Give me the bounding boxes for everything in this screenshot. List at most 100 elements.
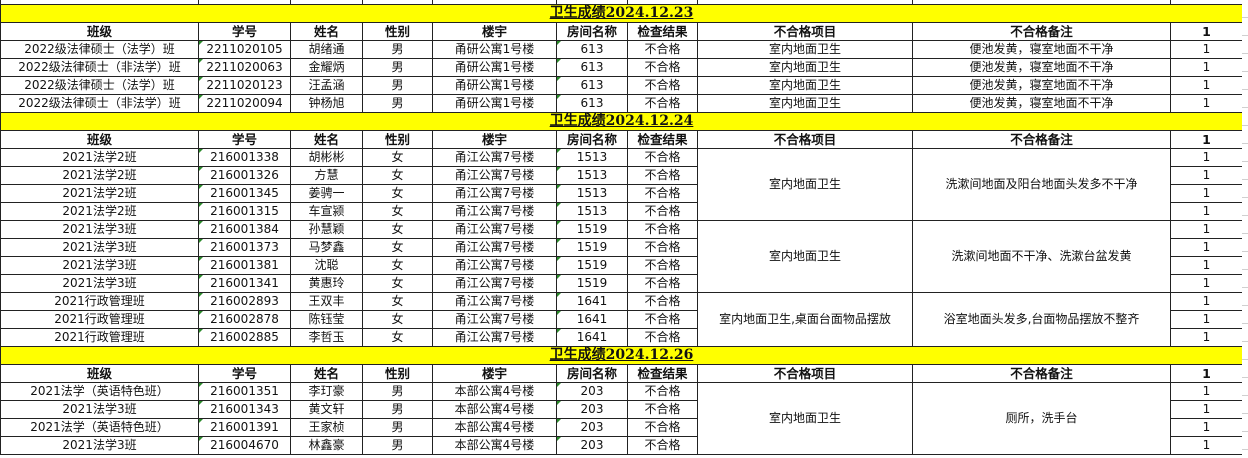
count-cell[interactable]: 1	[1170, 400, 1243, 419]
failed-remark-cell[interactable]: 洗漱间地面及阳台地面头发多不干净	[912, 148, 1171, 221]
room-cell[interactable]: 1513	[556, 148, 628, 167]
building-cell[interactable]: 甬江公寓7号楼	[432, 166, 557, 185]
room-cell[interactable]: 613	[556, 40, 628, 59]
header-class[interactable]: 班级	[0, 364, 199, 383]
failed-item-cell[interactable]: 室内地面卫生	[697, 94, 913, 113]
building-cell[interactable]: 甬江公寓7号楼	[432, 148, 557, 167]
building-cell[interactable]: 甬江公寓7号楼	[432, 256, 557, 275]
result-cell[interactable]: 不合格	[627, 40, 698, 59]
student-id-cell[interactable]: 216001338	[198, 148, 291, 167]
count-cell[interactable]: 1	[1170, 184, 1243, 203]
room-cell[interactable]: 1513	[556, 166, 628, 185]
building-cell[interactable]: 甬研公寓1号楼	[432, 40, 557, 59]
header-gender[interactable]: 性别	[362, 22, 433, 41]
header-room[interactable]: 房间名称	[556, 364, 628, 383]
count-cell[interactable]: 1	[1170, 418, 1243, 437]
result-cell[interactable]: 不合格	[627, 328, 698, 347]
building-cell[interactable]: 甬江公寓7号楼	[432, 238, 557, 257]
header-room[interactable]: 房间名称	[556, 130, 628, 149]
class-cell[interactable]: 2022级法律硕士（法学）班	[0, 76, 199, 95]
name-cell[interactable]: 方慧	[290, 166, 363, 185]
room-cell[interactable]: 1519	[556, 220, 628, 239]
result-cell[interactable]: 不合格	[627, 292, 698, 311]
count-cell[interactable]: 1	[1170, 274, 1243, 293]
header-failed-item[interactable]: 不合格项目	[697, 364, 913, 383]
building-cell[interactable]: 甬研公寓1号楼	[432, 58, 557, 77]
name-cell[interactable]: 车宣颍	[290, 202, 363, 221]
building-cell[interactable]: 本部公寓4号楼	[432, 382, 557, 401]
room-cell[interactable]: 613	[556, 94, 628, 113]
gender-cell[interactable]: 女	[362, 202, 433, 221]
room-cell[interactable]: 1513	[556, 202, 628, 221]
gender-cell[interactable]: 男	[362, 58, 433, 77]
room-cell[interactable]: 1513	[556, 184, 628, 203]
class-cell[interactable]: 2021法学3班	[0, 220, 199, 239]
name-cell[interactable]: 胡绪通	[290, 40, 363, 59]
header-student-id[interactable]: 学号	[198, 364, 291, 383]
name-cell[interactable]: 李玎豪	[290, 382, 363, 401]
header-result[interactable]: 检查结果	[627, 22, 698, 41]
name-cell[interactable]: 汪孟涵	[290, 76, 363, 95]
header-failed-remark[interactable]: 不合格备注	[912, 130, 1171, 149]
count-cell[interactable]: 1	[1170, 328, 1243, 347]
result-cell[interactable]: 不合格	[627, 256, 698, 275]
failed-item-cell[interactable]: 室内地面卫生	[697, 220, 913, 293]
section-title[interactable]: 卫生成绩2024.12.23	[0, 4, 1243, 23]
student-id-cell[interactable]: 216001391	[198, 418, 291, 437]
name-cell[interactable]: 孙慧颖	[290, 220, 363, 239]
building-cell[interactable]: 甬江公寓7号楼	[432, 202, 557, 221]
result-cell[interactable]: 不合格	[627, 436, 698, 455]
gender-cell[interactable]: 男	[362, 436, 433, 455]
failed-remark-cell[interactable]: 浴室地面头发多,台面物品摆放不整齐	[912, 292, 1171, 347]
count-cell[interactable]: 1	[1170, 310, 1243, 329]
class-cell[interactable]: 2021法学3班	[0, 274, 199, 293]
class-cell[interactable]: 2021法学2班	[0, 202, 199, 221]
count-cell[interactable]: 1	[1170, 256, 1243, 275]
class-cell[interactable]: 2021法学2班	[0, 166, 199, 185]
header-failed-item[interactable]: 不合格项目	[697, 22, 913, 41]
room-cell[interactable]: 1641	[556, 310, 628, 329]
result-cell[interactable]: 不合格	[627, 94, 698, 113]
room-cell[interactable]: 1519	[556, 238, 628, 257]
header-room[interactable]: 房间名称	[556, 22, 628, 41]
gender-cell[interactable]: 男	[362, 418, 433, 437]
student-id-cell[interactable]: 216001341	[198, 274, 291, 293]
result-cell[interactable]: 不合格	[627, 148, 698, 167]
header-name[interactable]: 姓名	[290, 130, 363, 149]
class-cell[interactable]: 2021法学2班	[0, 184, 199, 203]
result-cell[interactable]: 不合格	[627, 274, 698, 293]
student-id-cell[interactable]: 216001345	[198, 184, 291, 203]
building-cell[interactable]: 甬江公寓7号楼	[432, 328, 557, 347]
failed-remark-cell[interactable]: 便池发黄，寝室地面不干净	[912, 94, 1171, 113]
class-cell[interactable]: 2021法学2班	[0, 148, 199, 167]
gender-cell[interactable]: 女	[362, 220, 433, 239]
count-cell[interactable]: 1	[1170, 382, 1243, 401]
header-result[interactable]: 检查结果	[627, 130, 698, 149]
building-cell[interactable]: 本部公寓4号楼	[432, 418, 557, 437]
gender-cell[interactable]: 女	[362, 238, 433, 257]
failed-remark-cell[interactable]: 厕所，洗手台	[912, 382, 1171, 455]
header-class[interactable]: 班级	[0, 22, 199, 41]
gender-cell[interactable]: 女	[362, 256, 433, 275]
room-cell[interactable]: 613	[556, 58, 628, 77]
class-cell[interactable]: 2021法学3班	[0, 238, 199, 257]
building-cell[interactable]: 甬江公寓7号楼	[432, 292, 557, 311]
room-cell[interactable]: 1641	[556, 292, 628, 311]
failed-item-cell[interactable]: 室内地面卫生	[697, 40, 913, 59]
name-cell[interactable]: 钟杨旭	[290, 94, 363, 113]
result-cell[interactable]: 不合格	[627, 238, 698, 257]
student-id-cell[interactable]: 216001351	[198, 382, 291, 401]
room-cell[interactable]: 203	[556, 418, 628, 437]
gender-cell[interactable]: 男	[362, 40, 433, 59]
student-id-cell[interactable]: 216002893	[198, 292, 291, 311]
building-cell[interactable]: 甬研公寓1号楼	[432, 76, 557, 95]
name-cell[interactable]: 王家桢	[290, 418, 363, 437]
count-cell[interactable]: 1	[1170, 220, 1243, 239]
count-cell[interactable]: 1	[1170, 40, 1243, 59]
building-cell[interactable]: 本部公寓4号楼	[432, 400, 557, 419]
name-cell[interactable]: 马梦鑫	[290, 238, 363, 257]
class-cell[interactable]: 2021法学3班	[0, 436, 199, 455]
class-cell[interactable]: 2021行政管理班	[0, 328, 199, 347]
result-cell[interactable]: 不合格	[627, 400, 698, 419]
